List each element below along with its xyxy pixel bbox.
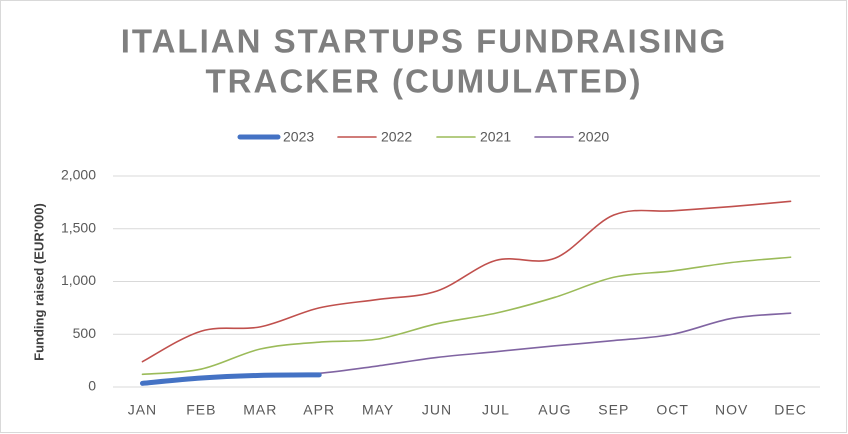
chart-title: TRACKER (CUMULATED)	[206, 63, 643, 100]
x-tick-label: DEC	[774, 402, 807, 418]
x-tick-label: MAY	[362, 402, 394, 418]
x-tick-label: FEB	[186, 402, 216, 418]
x-tick-label: MAR	[243, 402, 277, 418]
x-tick-label: OCT	[656, 402, 689, 418]
legend-label: 2023	[283, 129, 314, 145]
x-tick-label: AUG	[538, 402, 571, 418]
y-tick-label: 500	[73, 325, 97, 341]
legend-label: 2020	[578, 129, 609, 145]
x-tick-label: JAN	[128, 402, 157, 418]
y-tick-label: 2,000	[61, 167, 96, 183]
series-line	[141, 256, 792, 376]
series-line	[139, 372, 322, 386]
y-axis-label: Funding raised (EUR'000)	[31, 203, 46, 361]
x-tick-label: SEP	[598, 402, 629, 418]
x-tick-label: JUN	[422, 402, 452, 418]
x-tick-label: NOV	[715, 402, 748, 418]
y-tick-label: 1,000	[61, 272, 96, 288]
legend-label: 2021	[480, 129, 511, 145]
x-tick-label: APR	[303, 402, 335, 418]
x-tick-label: JUL	[482, 402, 510, 418]
y-tick-label: 0	[88, 378, 96, 394]
chart-title: ITALIAN STARTUPS FUNDRAISING	[121, 23, 728, 60]
legend-label: 2022	[381, 129, 412, 145]
series-line	[141, 200, 792, 363]
y-tick-label: 1,500	[61, 219, 96, 235]
